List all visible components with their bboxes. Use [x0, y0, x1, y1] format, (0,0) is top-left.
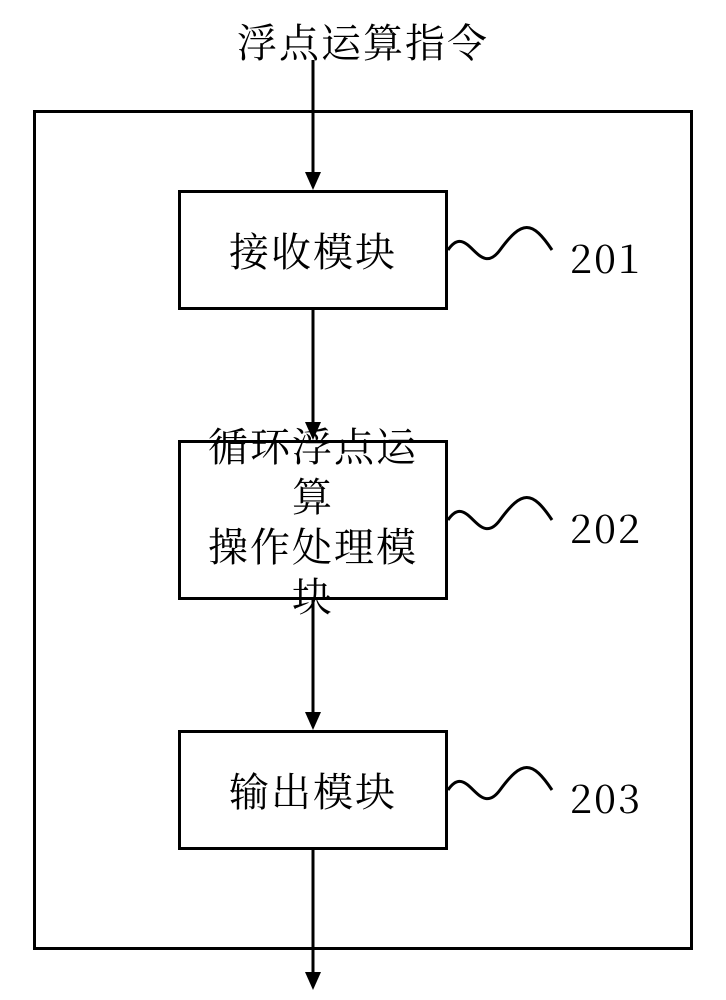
arrow-m3-to-out: [303, 850, 323, 990]
squiggle-connector: [448, 770, 552, 810]
module-label: 203: [570, 768, 642, 825]
module-text: 输出模块: [229, 765, 397, 815]
arrow-m2-to-m3: [303, 600, 323, 730]
diagram-canvas: 浮点运算指令 接收模块 201 循环浮点运算 操作处理模块 202 输出模块 2…: [0, 0, 726, 1000]
module-label: 202: [570, 498, 642, 555]
arrow-m1-to-m2: [303, 310, 323, 440]
squiggle-connector: [448, 230, 552, 270]
module-text: 接收模块: [229, 225, 397, 275]
diagram-title: 浮点运算指令: [0, 12, 726, 69]
module-receive: 接收模块: [178, 190, 448, 310]
module-label: 201: [570, 228, 642, 285]
module-text: 循环浮点运算 操作处理模块: [191, 420, 435, 620]
squiggle-connector: [448, 500, 552, 540]
module-loop-fp-op: 循环浮点运算 操作处理模块: [178, 440, 448, 600]
arrow-title-to-m1: [303, 60, 323, 190]
module-output: 输出模块: [178, 730, 448, 850]
